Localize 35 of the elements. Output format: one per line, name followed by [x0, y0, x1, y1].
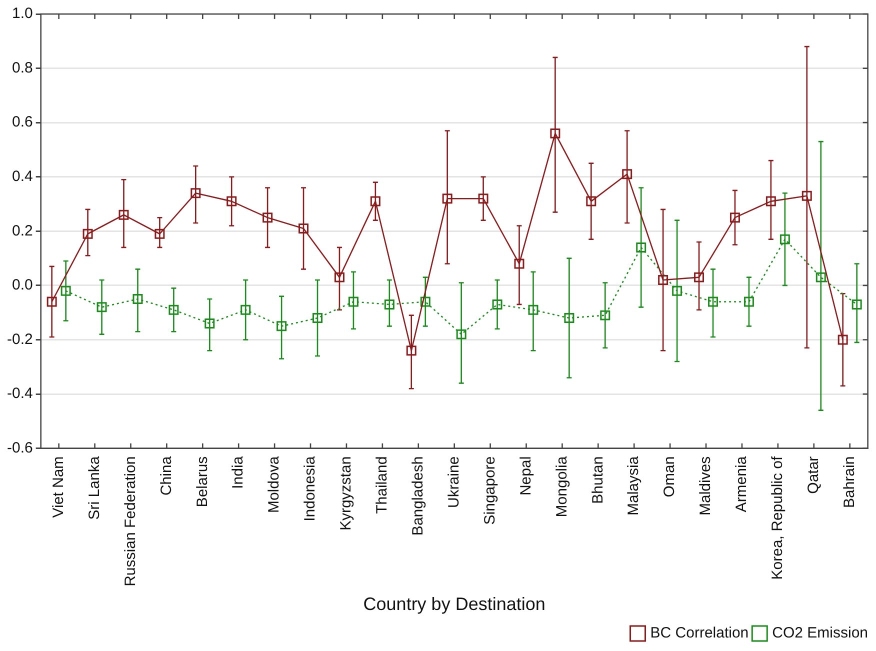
x-tick-label: Ukraine: [445, 456, 462, 508]
x-tick-label: Singapore: [481, 456, 498, 525]
y-tick-label: 0.2: [12, 222, 33, 240]
y-tick-label: -0.4: [6, 385, 33, 402]
x-tick-label: Mongolia: [553, 456, 570, 518]
x-tick-label: Bahrain: [840, 456, 858, 508]
x-tick-label: Sri Lanka: [86, 456, 103, 520]
x-tick-label: China: [158, 456, 175, 496]
x-tick-label: Korea, Republic of: [769, 455, 786, 580]
x-tick-label: Malaysia: [625, 456, 642, 516]
x-tick-label: Belarus: [194, 456, 211, 508]
x-tick-label: Viet Nam: [50, 456, 67, 518]
x-tick-label: Oman: [661, 456, 678, 498]
x-tick-label: Indonesia: [302, 456, 319, 522]
x-tick-label: Nepal: [517, 456, 534, 496]
y-tick-label: 0.4: [12, 168, 33, 186]
x-tick-label: Maldives: [697, 456, 714, 516]
x-tick-label: Armenia: [733, 456, 750, 512]
x-tick-label: Qatar: [805, 456, 822, 494]
y-tick-label: 0.8: [12, 59, 33, 76]
y-tick-label: 0.6: [12, 114, 33, 131]
y-tick-label: 1.0: [12, 5, 33, 22]
x-tick-label: Moldova: [266, 456, 283, 514]
x-tick-label: Bangladesh: [410, 456, 427, 536]
x-tick-label: India: [230, 456, 247, 489]
x-tick-label: Bhutan: [589, 456, 606, 504]
x-tick-label: Kyrgyzstan: [338, 456, 355, 531]
y-tick-label: -0.6: [6, 439, 33, 456]
legend-label: CO2 Emission: [772, 624, 868, 642]
y-tick-label: -0.2: [6, 330, 33, 348]
y-tick-label: 0.0: [12, 276, 33, 294]
x-tick-label: Thailand: [374, 456, 391, 514]
legend-label: BC Correlation: [650, 624, 749, 642]
x-axis-title: Country by Destination: [363, 594, 546, 614]
x-tick-label: Russian Federation: [122, 456, 139, 586]
